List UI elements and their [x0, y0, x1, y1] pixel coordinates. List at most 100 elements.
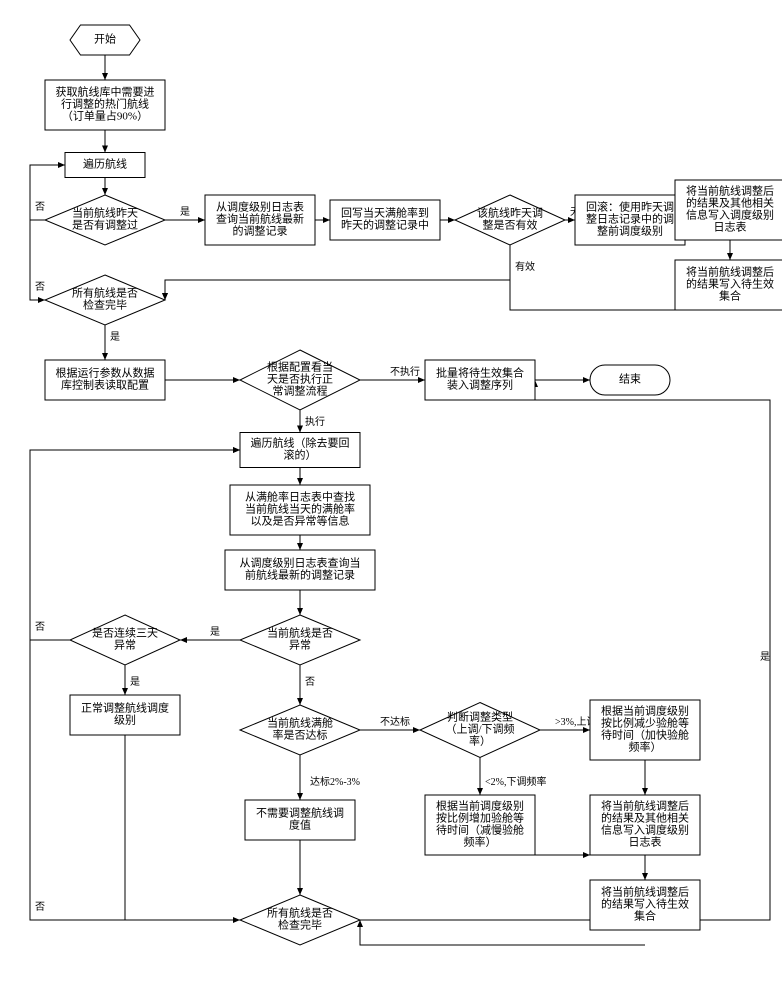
svg-text:整日志记录中的调: 整日志记录中的调 — [586, 212, 674, 226]
svg-text:是: 是 — [210, 626, 220, 638]
svg-text:常调整流程: 常调整流程 — [273, 384, 328, 398]
svg-text:（订单量占90%）: （订单量占90%） — [62, 109, 148, 123]
svg-text:该航线昨天调: 该航线昨天调 — [477, 206, 543, 220]
edge: 否 — [30, 165, 65, 300]
svg-text:将当前航线调整后: 将当前航线调整后 — [601, 799, 689, 813]
edge: <2%,下调频率 — [480, 758, 546, 796]
svg-text:整是否有效: 整是否有效 — [483, 218, 538, 232]
svg-text:从满舱率日志表中查找: 从满舱率日志表中查找 — [245, 490, 355, 504]
edge: 是 — [125, 665, 140, 695]
svg-text:否: 否 — [35, 901, 45, 913]
svg-text:查询当前航线最新: 查询当前航线最新 — [216, 212, 304, 226]
svg-text:信息写入调度级别: 信息写入调度级别 — [686, 208, 774, 222]
svg-text:否: 否 — [35, 281, 45, 293]
svg-text:日志表: 日志表 — [714, 220, 747, 234]
svg-text:当前航线昨天: 当前航线昨天 — [72, 206, 138, 220]
svg-text:库控制表读取配置: 库控制表读取配置 — [61, 378, 149, 392]
edge: 是 — [165, 206, 205, 220]
svg-text:的调整记录: 的调整记录 — [233, 224, 288, 238]
svg-text:异常: 异常 — [289, 639, 311, 652]
svg-text:根据运行参数从数据: 根据运行参数从数据 — [56, 366, 155, 380]
svg-text:结束: 结束 — [619, 373, 641, 386]
svg-text:天是否执行正: 天是否执行正 — [267, 372, 333, 386]
edge: 不执行 — [360, 365, 425, 380]
svg-text:<2%,下调频率: <2%,下调频率 — [485, 775, 546, 788]
svg-text:级别: 级别 — [114, 714, 136, 727]
svg-text:否: 否 — [305, 676, 315, 688]
svg-text:不执行: 不执行 — [390, 365, 420, 378]
edge: 是 — [360, 380, 770, 920]
edge: 是 — [105, 325, 120, 360]
svg-text:根据当前调度级别: 根据当前调度级别 — [601, 704, 689, 718]
svg-text:不达标: 不达标 — [380, 716, 410, 728]
svg-text:执行: 执行 — [305, 415, 325, 428]
svg-text:是: 是 — [180, 206, 190, 218]
svg-text:的结果写入待生效: 的结果写入待生效 — [686, 277, 774, 291]
svg-text:集合: 集合 — [634, 909, 656, 923]
svg-text:当前航线当天的满舱率: 当前航线当天的满舱率 — [245, 502, 355, 516]
svg-text:否: 否 — [35, 201, 45, 213]
svg-text:是否有调整过: 是否有调整过 — [72, 218, 138, 232]
svg-text:信息写入调度级别: 信息写入调度级别 — [601, 823, 689, 837]
svg-text:是否连续三天: 是否连续三天 — [92, 626, 158, 640]
svg-text:按比例增加验舱等: 按比例增加验舱等 — [436, 811, 524, 825]
svg-text:回滚：使用昨天调: 回滚：使用昨天调 — [586, 200, 674, 214]
svg-text:是: 是 — [110, 331, 120, 343]
svg-text:正常调整航线调度: 正常调整航线调度 — [81, 701, 169, 715]
svg-text:当前航线满舱: 当前航线满舱 — [267, 716, 333, 730]
svg-text:以及是否异常等信息: 以及是否异常等信息 — [251, 514, 350, 528]
svg-text:当前航线是否: 当前航线是否 — [267, 626, 333, 640]
svg-text:率是否达标: 率是否达标 — [273, 728, 328, 742]
svg-text:将当前航线调整后: 将当前航线调整后 — [686, 184, 774, 198]
svg-text:昨天的调整记录中: 昨天的调整记录中 — [341, 218, 429, 232]
edge: 是 — [180, 626, 240, 640]
svg-text:根据当前调度级别: 根据当前调度级别 — [436, 799, 524, 813]
svg-text:待时间（加快验舱: 待时间（加快验舱 — [601, 728, 689, 742]
svg-text:整前调度级别: 整前调度级别 — [597, 224, 663, 238]
edge: 否 — [30, 450, 240, 640]
svg-text:遍历航线（除去要回: 遍历航线（除去要回 — [251, 436, 350, 450]
svg-text:达标2%-3%: 达标2%-3% — [310, 776, 360, 788]
svg-text:获取航线库中需要进: 获取航线库中需要进 — [56, 85, 155, 99]
svg-text:日志表: 日志表 — [629, 835, 662, 849]
edge: 达标2%-3% — [300, 755, 360, 800]
svg-text:将当前航线调整后: 将当前航线调整后 — [601, 885, 689, 899]
svg-text:度值: 度值 — [289, 818, 311, 832]
edge: 有效 — [165, 245, 535, 300]
svg-text:率）: 率） — [469, 734, 491, 748]
svg-text:装入调整序列: 装入调整序列 — [447, 378, 513, 392]
svg-text:异常: 异常 — [114, 639, 136, 652]
svg-text:前航线最新的调整记录: 前航线最新的调整记录 — [245, 568, 355, 582]
svg-text:是: 是 — [130, 676, 140, 688]
svg-text:根据配置看当: 根据配置看当 — [267, 360, 333, 374]
svg-text:批量将待生效集合: 批量将待生效集合 — [436, 366, 524, 380]
svg-text:从调度级别日志表查询当: 从调度级别日志表查询当 — [240, 556, 361, 570]
svg-text:频率）: 频率） — [464, 835, 497, 849]
edge: 不达标 — [360, 716, 420, 730]
svg-text:（上调/下调频: （上调/下调频 — [445, 722, 514, 736]
svg-text:频率）: 频率） — [629, 740, 662, 754]
svg-text:集合: 集合 — [719, 289, 741, 303]
edge: 执行 — [300, 410, 325, 433]
svg-text:待时间（减慢验舱: 待时间（减慢验舱 — [436, 823, 524, 837]
svg-text:判断调整类型: 判断调整类型 — [447, 710, 513, 724]
svg-text:是: 是 — [760, 651, 770, 663]
svg-text:检查完毕: 检查完毕 — [83, 298, 127, 312]
svg-text:滚的）: 滚的） — [284, 448, 317, 462]
svg-text:行调整的热门航线: 行调整的热门航线 — [61, 97, 149, 111]
svg-text:遍历航线: 遍历航线 — [83, 157, 127, 171]
svg-text:将当前航线调整后: 将当前航线调整后 — [686, 265, 774, 279]
svg-text:否: 否 — [35, 621, 45, 633]
edge: 否 — [300, 665, 315, 705]
svg-text:检查完毕: 检查完毕 — [278, 918, 322, 932]
svg-text:从调度级别日志表: 从调度级别日志表 — [216, 200, 304, 214]
edge — [125, 735, 240, 920]
svg-text:不需要调整航线调: 不需要调整航线调 — [256, 806, 344, 820]
svg-text:开始: 开始 — [94, 32, 116, 46]
svg-text:按比例减少验舱等: 按比例减少验舱等 — [601, 716, 689, 730]
svg-text:的结果及其他相关: 的结果及其他相关 — [601, 811, 689, 825]
flowchart-diagram: 是无效否有效否是不执行执行是是否不达标达标2%-3%<2%,下调频率>3%,上调… — [10, 10, 782, 980]
svg-text:所有航线是否: 所有航线是否 — [72, 286, 138, 300]
svg-text:所有航线是否: 所有航线是否 — [267, 906, 333, 920]
svg-text:的结果写入待生效: 的结果写入待生效 — [601, 897, 689, 911]
